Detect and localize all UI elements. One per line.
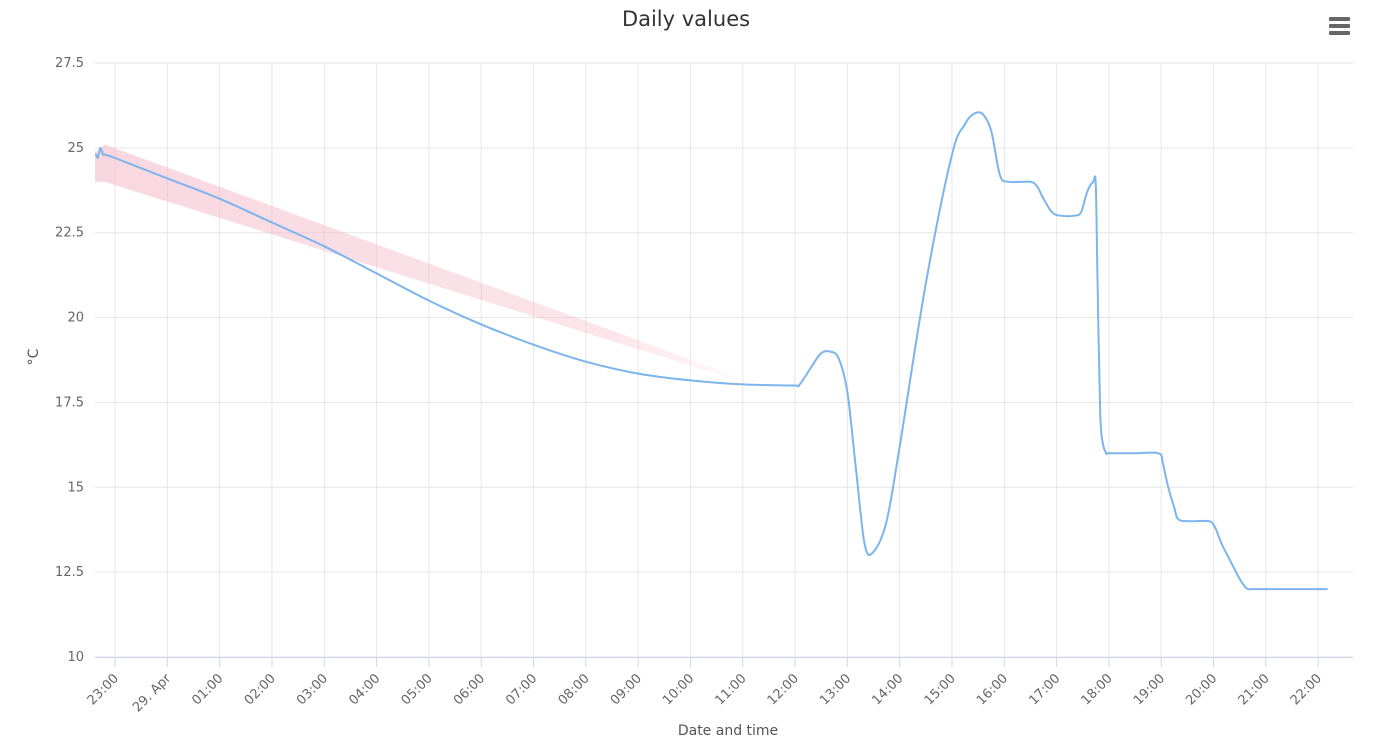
y-tick-label: 17.5 bbox=[55, 395, 84, 410]
x-tick-label: 06:00 bbox=[451, 671, 488, 708]
x-tick-label: 13:00 bbox=[817, 671, 854, 708]
x-tick-label: 07:00 bbox=[503, 671, 540, 708]
x-tick-label: 12:00 bbox=[765, 671, 802, 708]
x-tick-label: 21:00 bbox=[1236, 671, 1273, 708]
x-tick-label: 04:00 bbox=[346, 671, 383, 708]
x-tick-label: 22:00 bbox=[1288, 671, 1325, 708]
x-axis-title: Date and time bbox=[678, 723, 778, 739]
x-tick-label: 05:00 bbox=[399, 671, 436, 708]
chart-title: Daily values bbox=[622, 7, 750, 31]
x-tick-label: 10:00 bbox=[660, 671, 697, 708]
axes: 10 12.5 15 17.5 20 22.5 25 27.5 23:00 29. Apr 01:0… bbox=[55, 56, 1353, 715]
series-band bbox=[95, 144, 743, 383]
x-tick-label: 14:00 bbox=[869, 671, 906, 708]
y-tick-label: 27.5 bbox=[55, 56, 84, 71]
x-tick-label: 15:00 bbox=[922, 671, 959, 708]
y-tick-label: 22.5 bbox=[55, 226, 84, 241]
x-tick-label: 18:00 bbox=[1079, 671, 1116, 708]
band-layer bbox=[95, 144, 743, 383]
x-tick-label: 19:00 bbox=[1131, 671, 1168, 708]
y-tick-label: 12.5 bbox=[55, 565, 84, 580]
x-tick-label: 01:00 bbox=[189, 671, 226, 708]
y-tick-label: 20 bbox=[67, 311, 84, 326]
grid bbox=[95, 62, 1353, 658]
x-tick-label: 02:00 bbox=[242, 671, 279, 708]
x-tick-label: 11:00 bbox=[712, 671, 749, 708]
x-tick-label: 03:00 bbox=[294, 671, 331, 708]
x-tick-label: 16:00 bbox=[974, 671, 1011, 708]
chart-menu-button[interactable] bbox=[1322, 10, 1356, 40]
x-tick-label: 23:00 bbox=[85, 671, 122, 708]
x-tick-label: 09:00 bbox=[608, 671, 645, 708]
x-tick-label: 17:00 bbox=[1026, 671, 1063, 708]
x-tick-label: 08:00 bbox=[556, 671, 593, 708]
y-tick-label: 15 bbox=[67, 480, 84, 495]
x-tick-label: 20:00 bbox=[1183, 671, 1220, 708]
y-tick-label: 25 bbox=[67, 141, 84, 156]
y-axis-title: °C bbox=[26, 348, 42, 365]
x-tick-label: 29. Apr bbox=[130, 671, 175, 716]
y-tick-label: 10 bbox=[67, 650, 84, 665]
line-layer bbox=[94, 111, 1328, 591]
series-line bbox=[94, 111, 1328, 591]
